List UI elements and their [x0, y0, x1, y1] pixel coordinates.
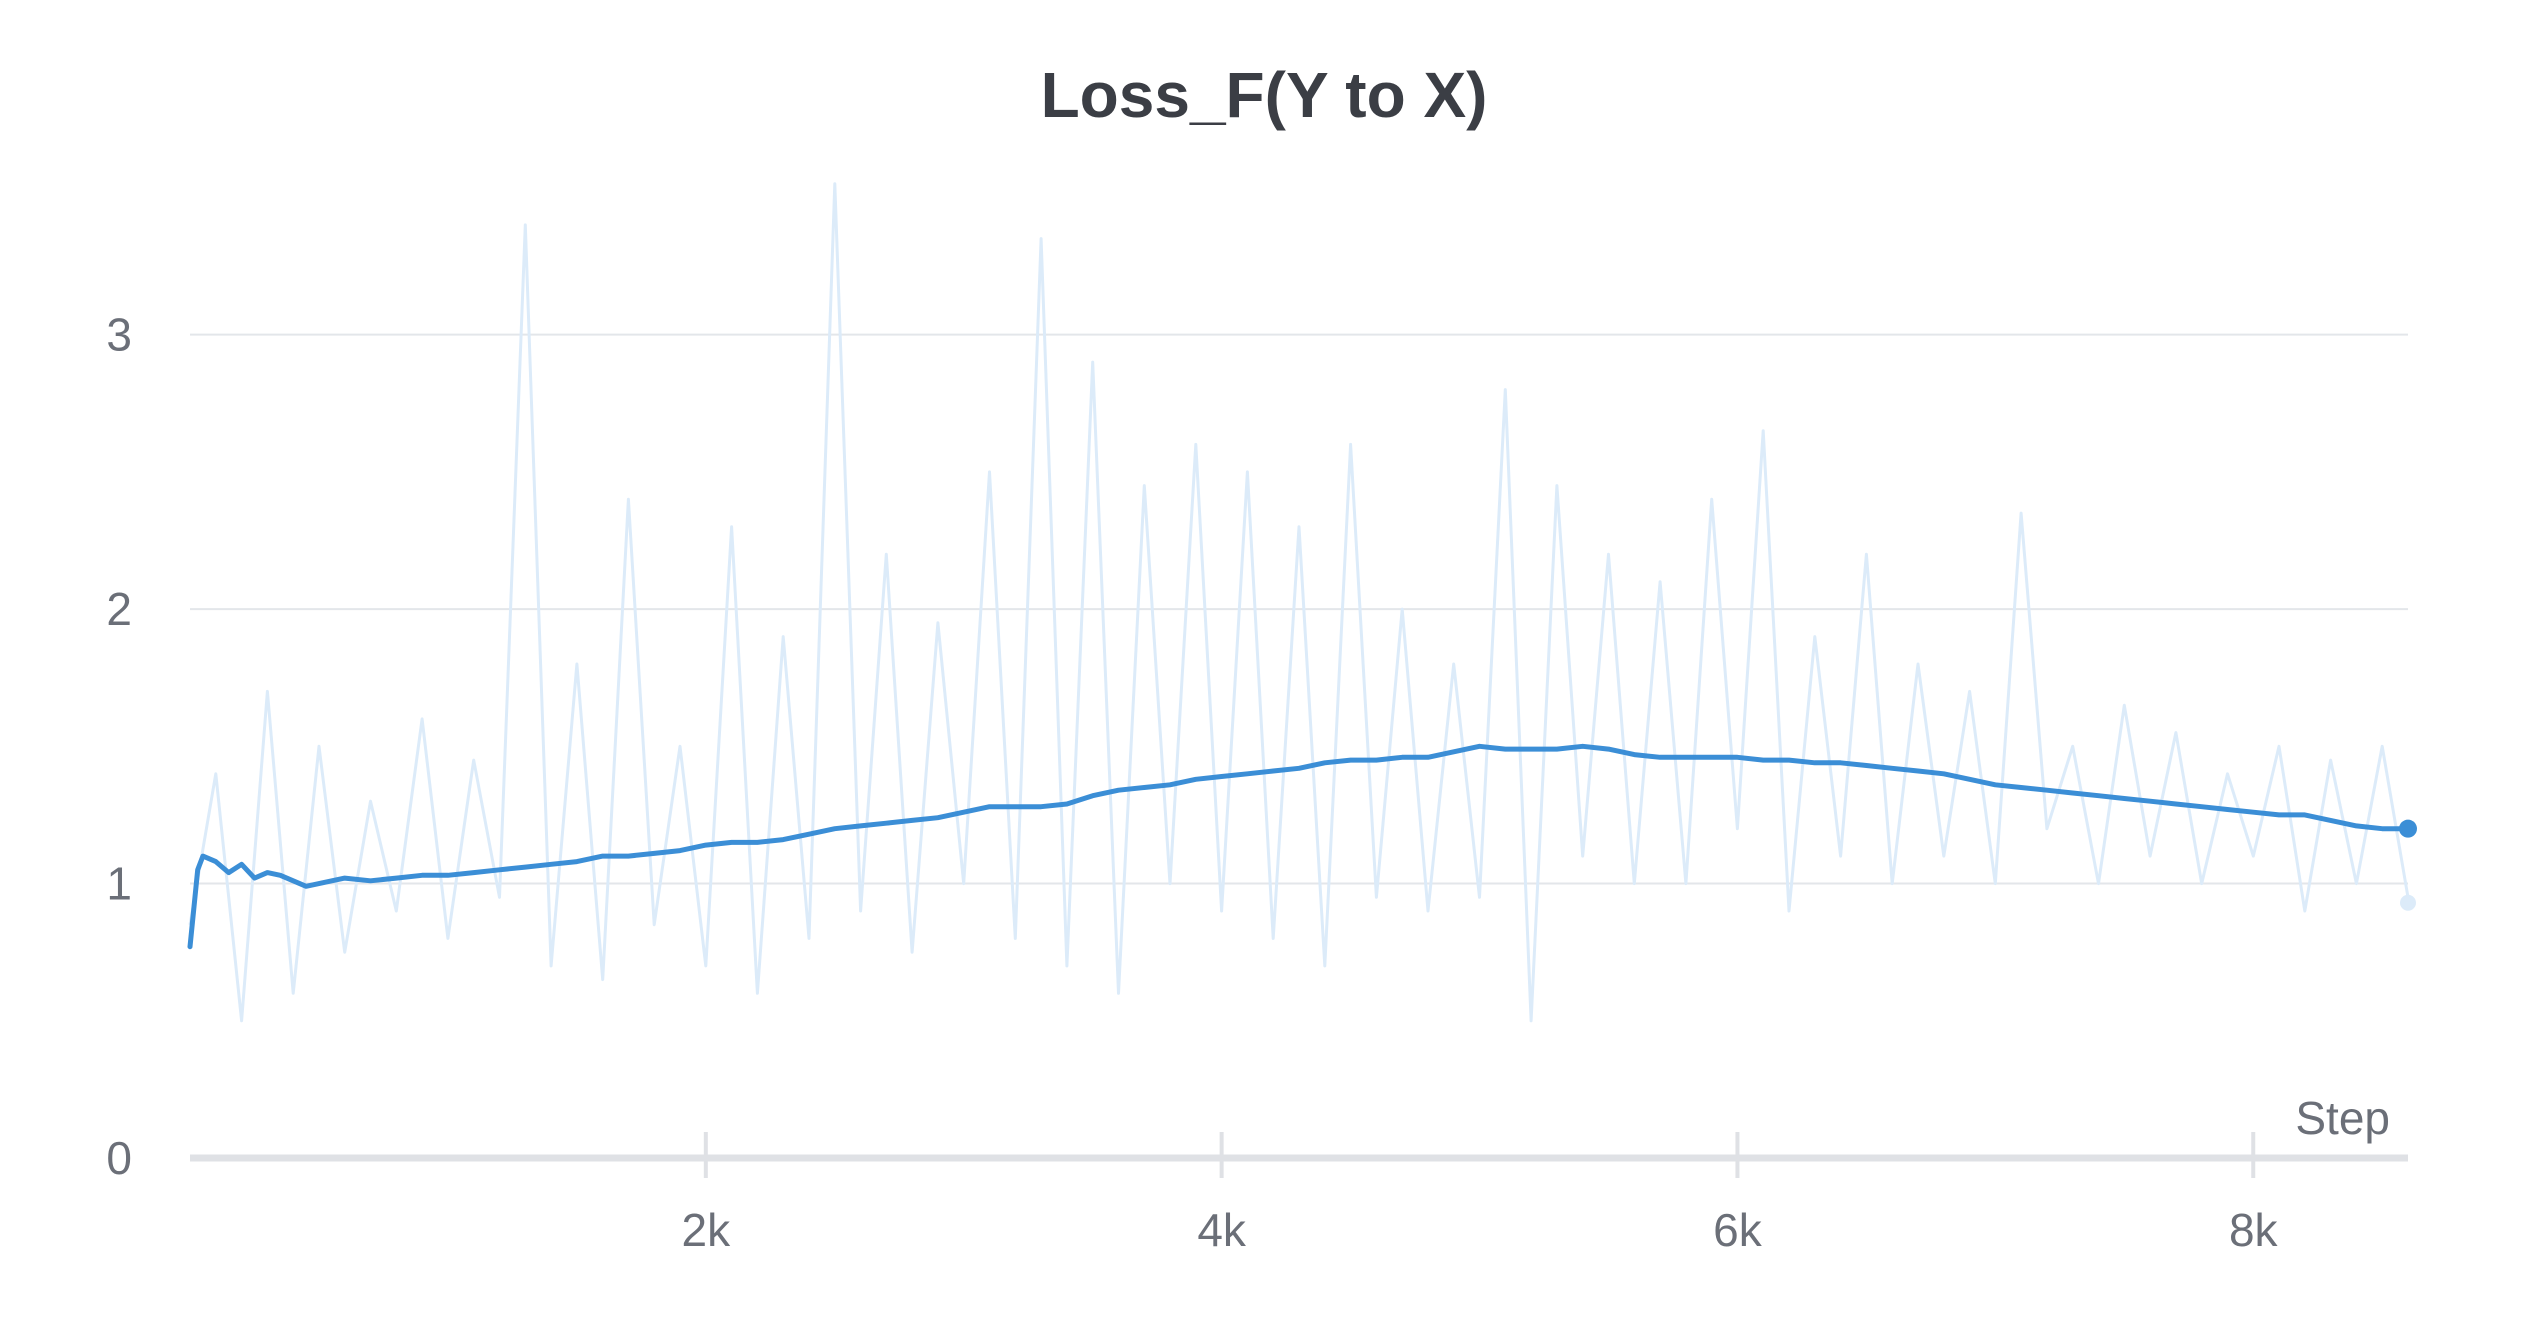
tick-labels: 0 1 2 3 2k 4k 6k 8k Step	[106, 309, 2390, 1256]
raw-loss-line	[188, 182, 2410, 1023]
axes	[190, 1132, 2408, 1178]
chart-title: Loss_F(Y to X)	[1040, 59, 1488, 131]
y-tick-label: 1	[106, 858, 132, 910]
x-tick-label: 4k	[1197, 1204, 1247, 1256]
smoothed-last-point	[2399, 819, 2417, 838]
x-axis-label: Step	[2295, 1092, 2390, 1144]
y-tick-label: 2	[106, 583, 132, 635]
smoothed-series	[187, 743, 2417, 950]
smoothed-loss-line	[187, 743, 2411, 950]
y-tick-label: 3	[106, 309, 132, 361]
x-tick-label: 8k	[2229, 1204, 2279, 1256]
raw-last-point	[2400, 894, 2416, 911]
grid-lines	[190, 333, 2408, 885]
raw-series	[188, 182, 2416, 1023]
x-tick-label: 2k	[682, 1204, 732, 1256]
x-tick-label: 6k	[1713, 1204, 1763, 1256]
y-tick-label: 0	[106, 1132, 132, 1184]
